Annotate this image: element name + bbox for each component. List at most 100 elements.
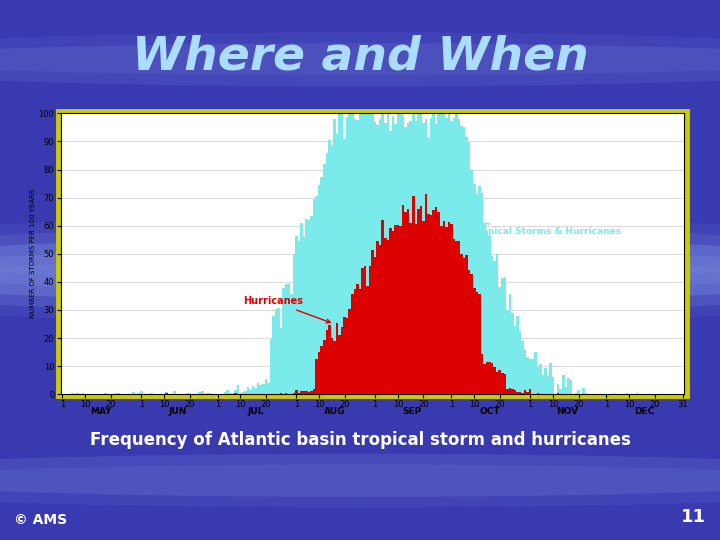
- Bar: [348, 309, 351, 394]
- Bar: [402, 205, 405, 394]
- Bar: [473, 288, 475, 394]
- Bar: [313, 199, 315, 394]
- Bar: [374, 257, 377, 394]
- Bar: [313, 389, 315, 394]
- Bar: [410, 223, 412, 394]
- Bar: [524, 349, 526, 394]
- Bar: [427, 138, 430, 394]
- Bar: [577, 390, 580, 394]
- Bar: [483, 224, 486, 394]
- Bar: [636, 393, 638, 394]
- Bar: [297, 393, 300, 394]
- Bar: [330, 146, 333, 394]
- Bar: [564, 387, 567, 394]
- Bar: [166, 393, 168, 394]
- Bar: [453, 118, 455, 394]
- Bar: [318, 352, 320, 394]
- Bar: [526, 393, 529, 394]
- Bar: [328, 326, 330, 394]
- Bar: [341, 327, 343, 394]
- Bar: [465, 254, 468, 394]
- Bar: [470, 274, 473, 394]
- Bar: [290, 294, 292, 394]
- Bar: [239, 393, 242, 394]
- Bar: [282, 288, 285, 394]
- Bar: [460, 126, 463, 394]
- Bar: [369, 266, 372, 394]
- Bar: [511, 313, 513, 394]
- Bar: [354, 288, 356, 394]
- Bar: [432, 113, 435, 394]
- Bar: [534, 352, 536, 394]
- Bar: [232, 393, 234, 394]
- Bar: [226, 390, 229, 394]
- Bar: [395, 124, 397, 394]
- Bar: [503, 277, 506, 394]
- Bar: [267, 383, 270, 394]
- Bar: [496, 254, 498, 394]
- Ellipse shape: [0, 227, 720, 292]
- Bar: [199, 392, 201, 394]
- Bar: [359, 113, 361, 394]
- Bar: [488, 362, 491, 394]
- Bar: [453, 239, 455, 394]
- Bar: [346, 319, 348, 394]
- Bar: [389, 131, 392, 394]
- Bar: [285, 284, 287, 394]
- Bar: [475, 194, 478, 394]
- Bar: [379, 245, 382, 394]
- Bar: [478, 186, 481, 394]
- Bar: [275, 309, 277, 394]
- Bar: [417, 208, 420, 394]
- Bar: [570, 380, 572, 394]
- Bar: [567, 378, 570, 394]
- Bar: [405, 212, 407, 394]
- Bar: [338, 335, 341, 394]
- Bar: [498, 370, 501, 394]
- Bar: [201, 390, 204, 394]
- Bar: [234, 393, 237, 394]
- Bar: [320, 177, 323, 394]
- Bar: [264, 379, 267, 394]
- Text: Hurricanes: Hurricanes: [243, 296, 330, 323]
- Bar: [448, 222, 450, 394]
- Bar: [539, 364, 541, 394]
- Bar: [305, 391, 307, 394]
- Bar: [422, 221, 425, 394]
- Bar: [224, 392, 226, 394]
- Bar: [430, 118, 432, 394]
- Bar: [465, 137, 468, 394]
- Bar: [330, 338, 333, 394]
- Bar: [81, 393, 84, 394]
- Bar: [397, 225, 400, 394]
- Ellipse shape: [0, 32, 720, 76]
- Bar: [364, 113, 366, 394]
- Bar: [295, 390, 297, 394]
- Ellipse shape: [0, 43, 720, 86]
- Bar: [513, 390, 516, 394]
- Text: Tropical Storms & Hurricanes: Tropical Storms & Hurricanes: [466, 219, 621, 236]
- Bar: [501, 278, 503, 394]
- Bar: [247, 387, 249, 394]
- Bar: [392, 231, 395, 394]
- Bar: [430, 215, 432, 394]
- Bar: [425, 119, 427, 394]
- Bar: [315, 196, 318, 394]
- Bar: [488, 236, 491, 394]
- Bar: [302, 391, 305, 394]
- Text: Frequency of Atlantic basin tropical storm and hurricanes: Frequency of Atlantic basin tropical sto…: [89, 431, 631, 449]
- Bar: [361, 267, 364, 394]
- Bar: [262, 384, 264, 394]
- Bar: [320, 346, 323, 394]
- Bar: [384, 123, 387, 394]
- Bar: [481, 354, 483, 394]
- Bar: [257, 383, 259, 394]
- Bar: [397, 113, 400, 394]
- Bar: [336, 134, 338, 394]
- Ellipse shape: [0, 248, 720, 313]
- Ellipse shape: [0, 238, 720, 302]
- Text: Where and When: Where and When: [132, 34, 588, 79]
- Bar: [310, 216, 313, 394]
- Bar: [506, 389, 508, 394]
- Bar: [458, 241, 460, 394]
